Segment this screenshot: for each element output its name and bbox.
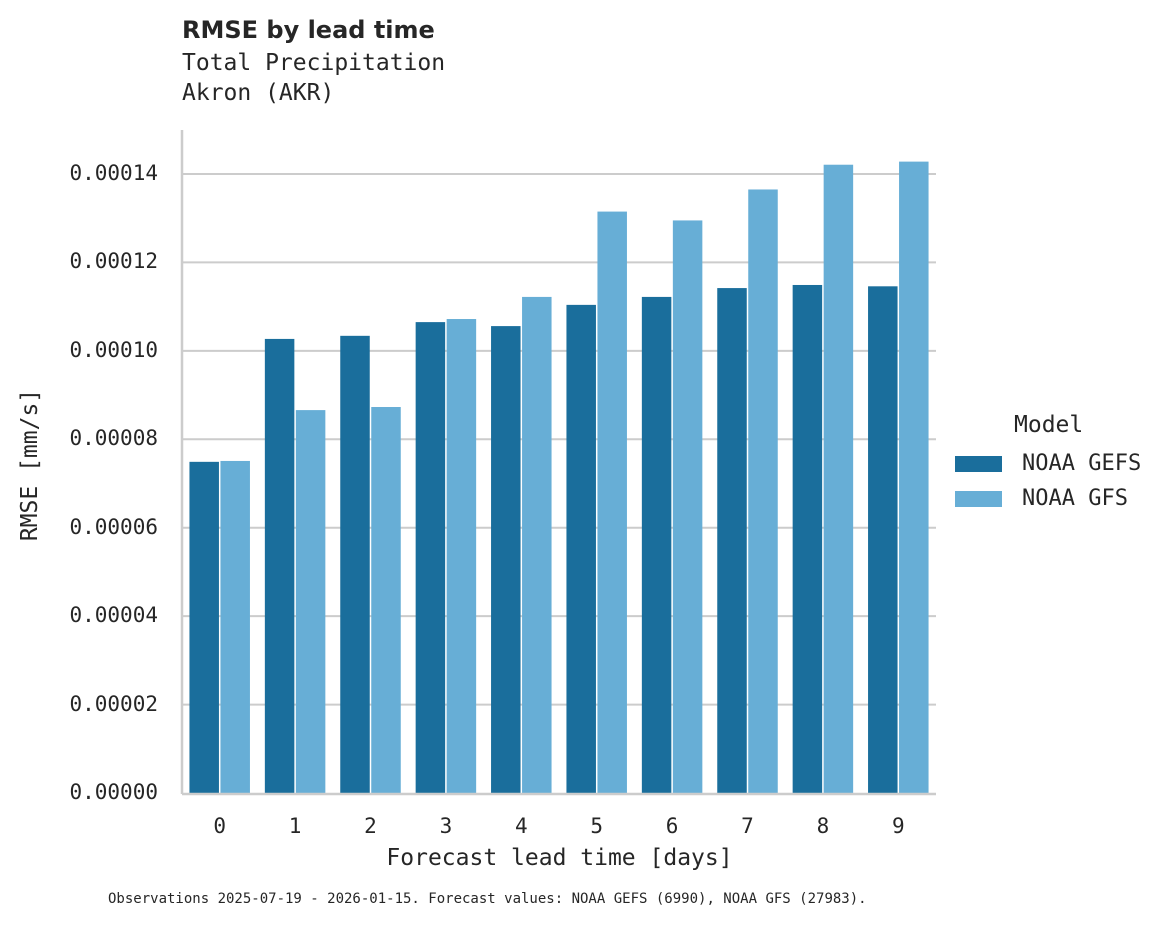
bar-gfs [446, 319, 477, 793]
x-tick-label: 8 [816, 814, 830, 838]
bar-gefs [264, 338, 295, 793]
y-axis-label: RMSE [mm/s] [17, 388, 43, 542]
y-tick-label: 0.00000 [69, 780, 158, 804]
x-tick-label: 7 [741, 814, 754, 838]
bar-gfs [220, 460, 250, 793]
y-tick-label: 0.00002 [69, 691, 158, 716]
x-axis-label: Forecast lead time [days] [386, 845, 733, 871]
bar-gefs [340, 335, 370, 793]
y-tick-label: 0.00010 [69, 337, 158, 362]
x-tick-label: 6 [665, 814, 679, 838]
legend-swatch-gefs [955, 455, 1002, 472]
bar-gfs [899, 161, 929, 793]
bar-gefs [792, 284, 823, 793]
chart-subtitle-location: Akron (AKR) [182, 80, 335, 106]
y-tick-label: 0.00006 [69, 514, 158, 539]
x-tick-label: 4 [514, 814, 528, 838]
legend-label-gefs: NOAA GEFS [1022, 451, 1142, 476]
x-tick-label: 5 [590, 814, 604, 838]
bar-gefs [566, 304, 596, 793]
bar-gfs [295, 410, 326, 793]
bar-gefs [491, 326, 521, 793]
bar-gefs [868, 286, 898, 793]
x-tick-label: 9 [891, 814, 905, 838]
y-tick-label: 0.00004 [69, 603, 158, 628]
x-tick-label: 2 [364, 814, 377, 838]
bar-gfs [522, 296, 552, 793]
y-tick-label: 0.00014 [69, 161, 158, 185]
legend-title: Model [1014, 412, 1084, 438]
y-tick-label: 0.00008 [69, 426, 158, 451]
x-tick-label: 0 [213, 814, 227, 838]
x-tick-label: 1 [288, 814, 302, 838]
y-tick-label: 0.00012 [69, 249, 158, 274]
legend-swatch-gfs [955, 490, 1002, 507]
bar-gefs [189, 461, 219, 793]
chart-subtitle-variable: Total Precipitation [182, 50, 446, 76]
legend-item-gfs: NOAA GFS [955, 486, 1128, 511]
x-tick-label: 3 [439, 814, 453, 838]
bar-gefs [717, 288, 747, 793]
legend-item-gefs: NOAA GEFS [955, 451, 1141, 476]
bar-gfs [371, 407, 401, 793]
chart-title: RMSE by lead time [182, 16, 435, 44]
bar-gfs [823, 164, 854, 794]
bar-gfs [748, 189, 778, 794]
legend-label-gfs: NOAA GFS [1022, 486, 1128, 511]
footer-note: Observations 2025-07-19 - 2026-01-15. Fo… [108, 891, 867, 907]
bar-gfs [597, 211, 627, 793]
bar-gfs [672, 220, 703, 794]
bar-gefs [641, 296, 672, 793]
bar-gefs [415, 322, 446, 793]
